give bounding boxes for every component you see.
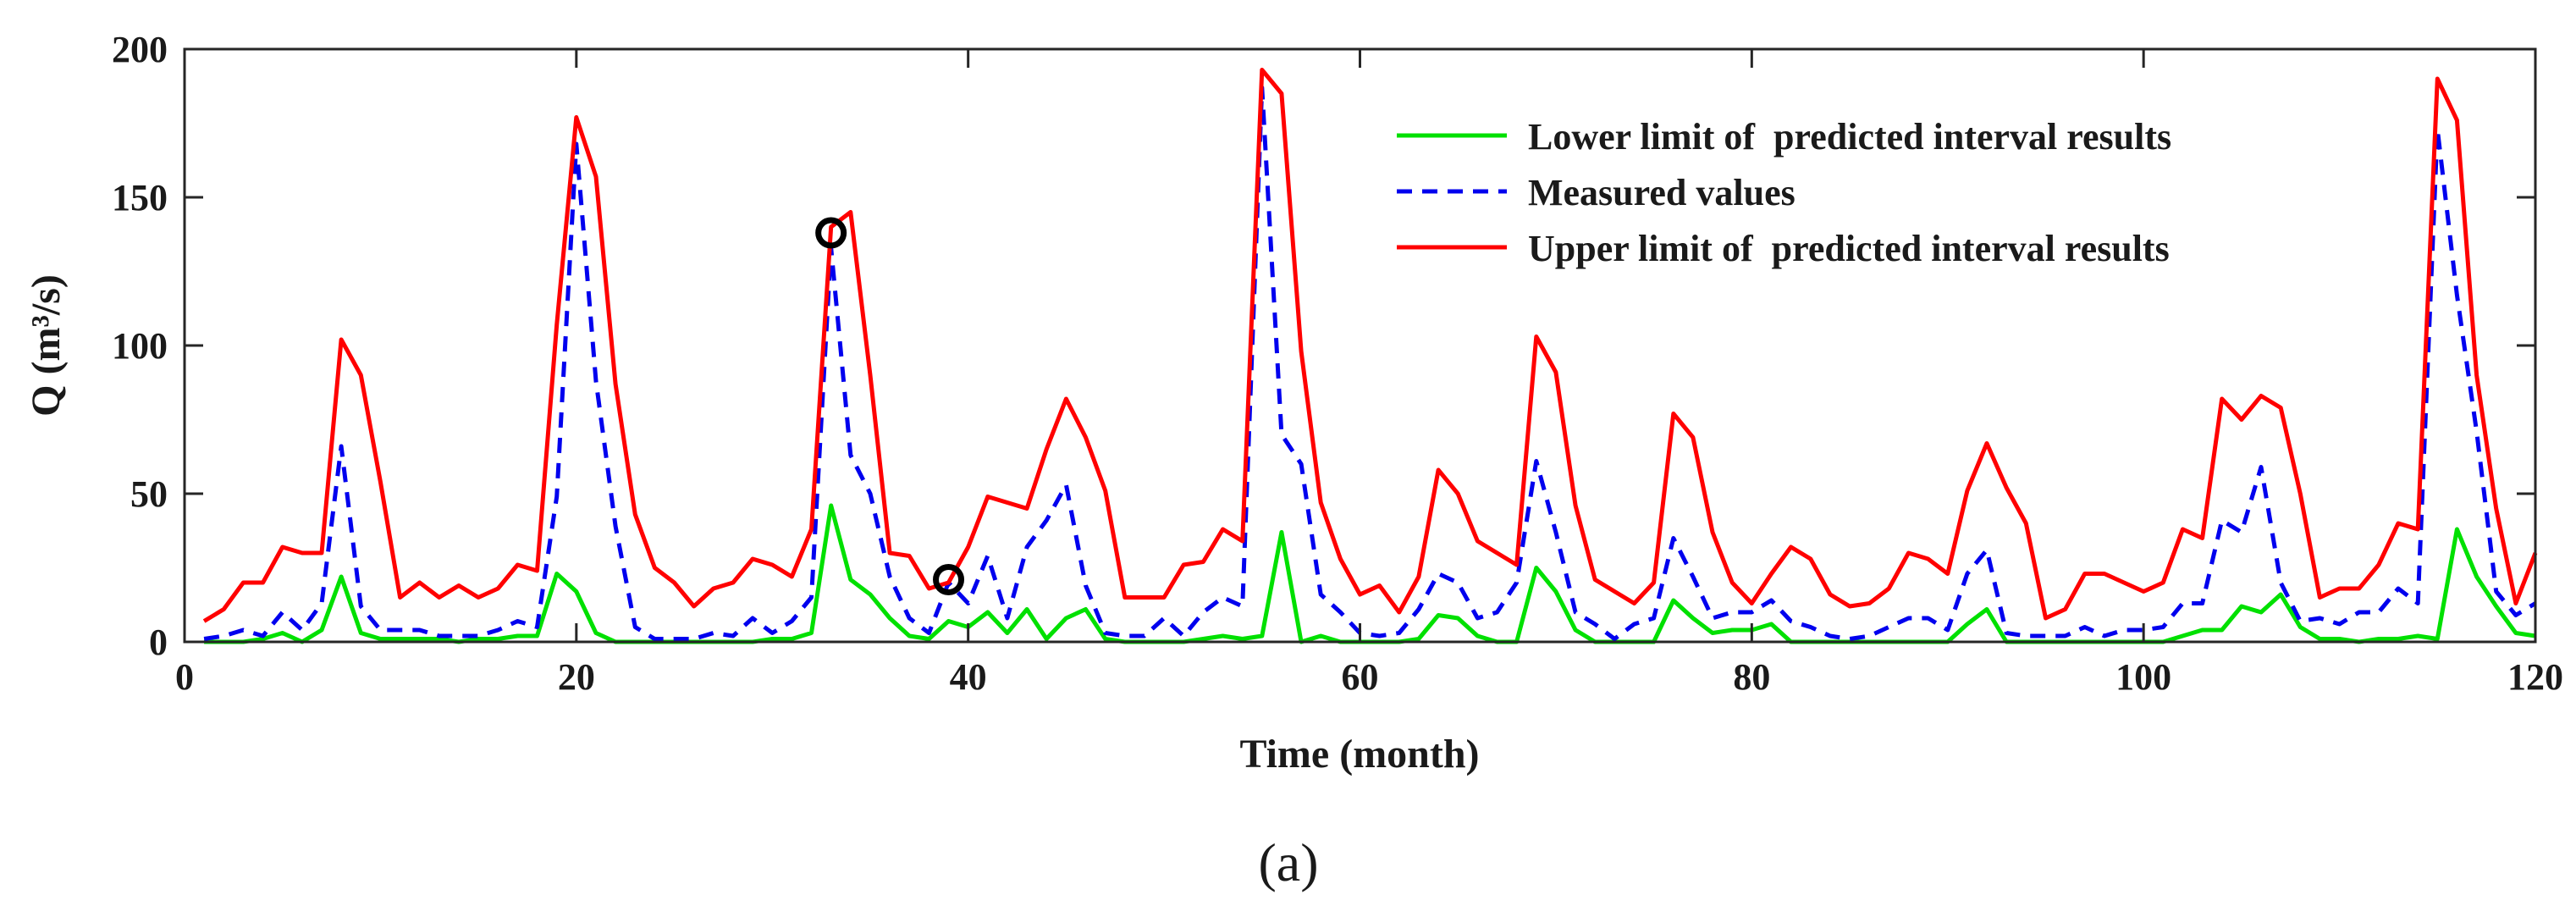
y-tick-label-0: 0: [149, 622, 168, 663]
x-tick-label-20: 20: [558, 656, 595, 698]
legend: Lower limit of predicted interval result…: [1397, 116, 2171, 269]
annotation-marker-2: [933, 564, 965, 595]
y-tick-label-100: 100: [112, 325, 168, 367]
x-tick-label-80: 80: [1733, 656, 1770, 698]
series-line-upper-limit: [202, 68, 2538, 623]
figure-caption: (a): [1258, 832, 1318, 893]
y-tick-label-50: 50: [130, 473, 168, 515]
tick-layer: 0 20 40 60 80 100 120 0 50 100 150 200: [112, 29, 2563, 698]
x-tick-label-0: 0: [175, 656, 194, 698]
y-tick-label-150: 150: [112, 177, 168, 218]
x-tick-label-100: 100: [2115, 656, 2171, 698]
annotation-marker-1: [815, 217, 847, 249]
x-tick-label-40: 40: [950, 656, 987, 698]
legend-label-upper: Upper limit of predicted interval result…: [1528, 228, 2170, 269]
x-tick-label-120: 120: [2507, 656, 2563, 698]
legend-label-lower: Lower limit of predicted interval result…: [1528, 116, 2171, 158]
x-tick-label-60: 60: [1342, 656, 1379, 698]
x-axis-title: Time (month): [1239, 732, 1479, 777]
annotation-layer: [815, 217, 965, 595]
legend-label-measured: Measured values: [1528, 172, 1795, 213]
y-axis-title: Q (m³/s): [24, 274, 69, 417]
y-tick-label-200: 200: [112, 29, 168, 70]
